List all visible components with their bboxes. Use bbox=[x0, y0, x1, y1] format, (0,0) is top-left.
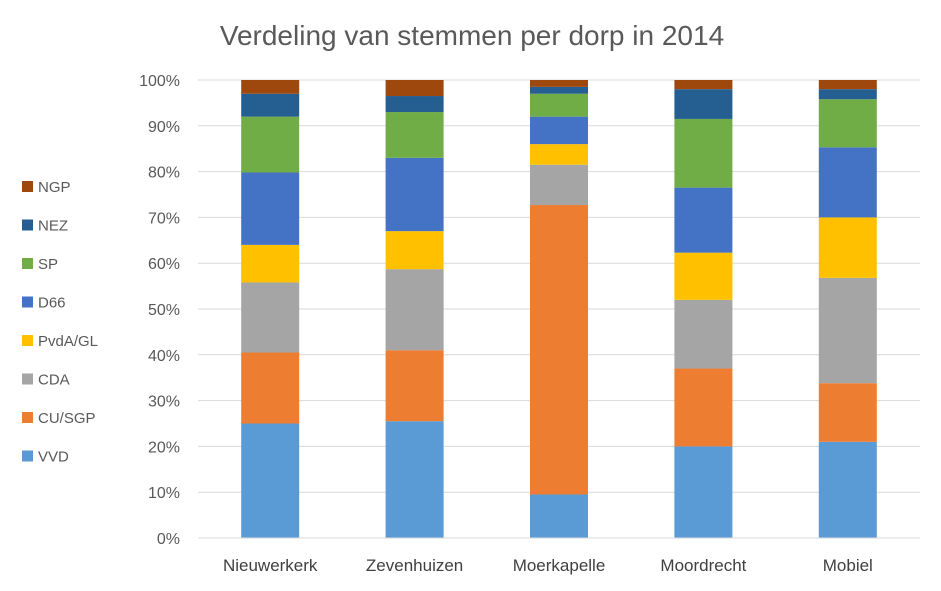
bar-segment-d66 bbox=[818, 147, 877, 218]
bar-segment-nez bbox=[530, 86, 588, 94]
x-tick-label: Moerkapelle bbox=[513, 556, 606, 575]
y-tick-label: 20% bbox=[148, 439, 180, 456]
legend-item: NGP bbox=[22, 179, 71, 196]
legend-item: CDA bbox=[22, 372, 70, 389]
bar-segment-cu-sgp bbox=[530, 205, 588, 495]
y-tick-label: 0% bbox=[157, 531, 180, 548]
legend-item: NEZ bbox=[22, 218, 68, 235]
bar-segment-pvda-gl bbox=[674, 252, 733, 300]
bar-segment-ngp bbox=[241, 80, 300, 94]
y-tick-label: 100% bbox=[139, 73, 180, 90]
legend-swatch bbox=[22, 258, 33, 269]
bar-segment-nez bbox=[385, 96, 444, 113]
y-tick-label: 90% bbox=[148, 119, 180, 136]
y-tick-label: 30% bbox=[148, 394, 180, 411]
y-tick-label: 50% bbox=[148, 302, 180, 319]
bar-segment-cda bbox=[674, 299, 733, 369]
bars bbox=[241, 80, 877, 538]
bar-segment-cda bbox=[818, 277, 877, 384]
bar-segment-cda bbox=[385, 269, 444, 351]
bar-segment-vvd bbox=[674, 446, 733, 538]
bar-segment-vvd bbox=[530, 494, 588, 538]
x-tick-label: Nieuwerkerk bbox=[223, 556, 318, 575]
y-tick-label: 10% bbox=[148, 485, 180, 502]
legend-swatch bbox=[22, 450, 33, 462]
bar-segment-nez bbox=[674, 89, 733, 119]
bar-segment-d66 bbox=[530, 116, 588, 145]
legend: NGP NEZ SP D66 PvdA/GL CDA CU/SGP VVD bbox=[22, 179, 98, 466]
bar-segment-pvda-gl bbox=[818, 217, 877, 278]
legend-item: SP bbox=[22, 256, 58, 273]
bar-segment-sp bbox=[530, 93, 588, 117]
legend-swatch bbox=[22, 373, 33, 385]
legend-label: SP bbox=[38, 256, 58, 273]
legend-swatch bbox=[22, 412, 33, 423]
legend-swatch bbox=[22, 335, 33, 346]
legend-label: D66 bbox=[38, 295, 66, 312]
y-tick-label: 70% bbox=[148, 210, 180, 227]
legend-swatch bbox=[22, 296, 33, 308]
legend-label: PvdA/GL bbox=[38, 333, 98, 350]
bar-segment-ngp bbox=[674, 80, 733, 90]
legend-item: CU/SGP bbox=[22, 410, 96, 427]
legend-item: D66 bbox=[22, 295, 66, 312]
chart-title: Verdeling van stemmen per dorp in 2014 bbox=[220, 20, 724, 51]
bar-segment-sp bbox=[241, 116, 300, 173]
y-axis: 0% 10% 20% 30% 40% 50% 60% 70% 80% 90% 100% bbox=[139, 73, 180, 548]
y-tick-label: 80% bbox=[148, 165, 180, 182]
legend-label: VVD bbox=[38, 449, 69, 466]
x-axis: Nieuwerkerk Zevenhuizen Moerkapelle Moordre… bbox=[198, 537, 920, 575]
legend-label: NEZ bbox=[38, 218, 68, 235]
bar-segment-vvd bbox=[241, 423, 300, 538]
bar-segment-cu-sgp bbox=[818, 383, 877, 442]
x-tick-label: Zevenhuizen bbox=[366, 556, 463, 575]
bar-segment-nez bbox=[818, 89, 877, 100]
legend-label: NGP bbox=[38, 179, 71, 196]
bar-segment-cu-sgp bbox=[385, 350, 444, 422]
bar-segment-d66 bbox=[241, 172, 300, 245]
bar-segment-cda bbox=[530, 164, 588, 206]
x-tick-label: Mobiel bbox=[823, 556, 873, 575]
bar-segment-sp bbox=[818, 99, 877, 148]
bar-segment-ngp bbox=[530, 80, 588, 87]
bar-segment-cu-sgp bbox=[674, 368, 733, 447]
bar-segment-sp bbox=[674, 118, 733, 188]
bar-segment-ngp bbox=[385, 80, 444, 97]
legend-label: CU/SGP bbox=[38, 410, 96, 427]
bar-segment-pvda-gl bbox=[241, 244, 300, 283]
legend-swatch bbox=[22, 181, 33, 192]
y-tick-label: 60% bbox=[148, 256, 180, 273]
y-tick-label: 40% bbox=[148, 348, 180, 365]
legend-label: CDA bbox=[38, 372, 70, 389]
bar-segment-ngp bbox=[818, 80, 877, 90]
bar-segment-d66 bbox=[674, 187, 733, 253]
bar-segment-nez bbox=[241, 93, 300, 117]
bar-segment-sp bbox=[385, 112, 444, 158]
bar-segment-d66 bbox=[385, 157, 444, 232]
bar-segment-cda bbox=[241, 282, 300, 353]
bar-segment-pvda-gl bbox=[385, 231, 444, 270]
bar-segment-cu-sgp bbox=[241, 352, 300, 424]
bar-segment-vvd bbox=[818, 441, 877, 538]
legend-item: VVD bbox=[22, 449, 69, 466]
bar-segment-pvda-gl bbox=[530, 144, 588, 165]
bar-segment-vvd bbox=[385, 421, 444, 538]
legend-item: PvdA/GL bbox=[22, 333, 98, 350]
x-tick-label: Moordrecht bbox=[660, 556, 746, 575]
legend-swatch bbox=[22, 219, 33, 231]
